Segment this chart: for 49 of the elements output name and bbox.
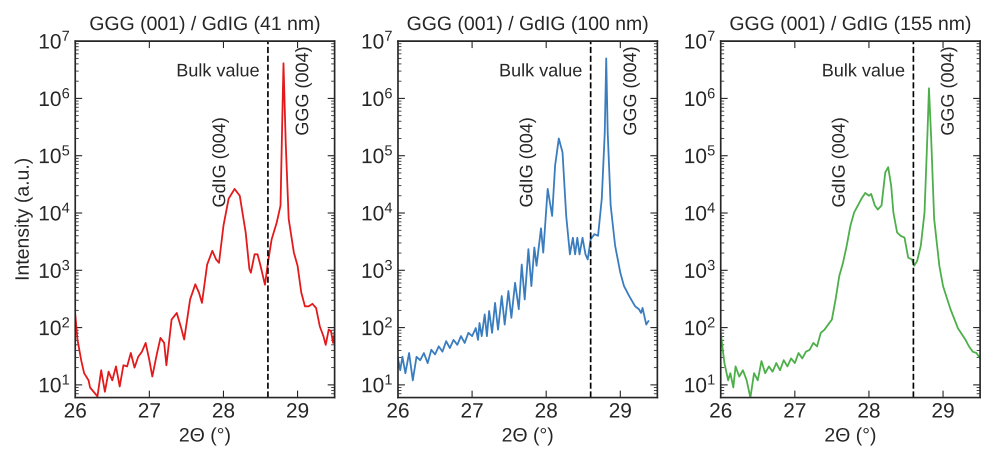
ref-line-label: Bulk value (178, 63, 259, 77)
x-tick-label: 29 (610, 403, 631, 418)
x-tick-label: 26 (64, 403, 86, 418)
x-tick-label: 29 (932, 403, 954, 418)
chart-title: GGG (001) / GdIG (41 nm) (90, 16, 320, 34)
x-tick-label: 27 (462, 403, 483, 418)
x-tick-label: 26 (710, 403, 732, 418)
y-tick-label: 10$^{5}$ (40, 145, 70, 164)
y-tick-label: 10$^{3}$ (40, 260, 70, 278)
y-axis-title: Intensity (a.u.) (14, 158, 33, 280)
y-tick-label: 10$^{4}$ (40, 202, 70, 221)
y-tick-label: 10$^{4}$ (362, 202, 392, 221)
x-tick-label: 29 (287, 403, 308, 418)
ref-line-label: Bulk value (500, 63, 582, 77)
y-tick-label: 10$^{4}$ (685, 202, 715, 221)
ref-line-label: Bulk value (823, 63, 904, 77)
x-tick-label: 28 (536, 403, 557, 418)
annotation: GGG (004) (940, 48, 958, 135)
y-tick-label: 10$^{2}$ (685, 317, 715, 336)
y-tick-label: 10$^{7}$ (40, 30, 70, 49)
y-tick-label: 10$^{7}$ (362, 30, 392, 49)
x-tick-label: 28 (212, 403, 234, 418)
annotation: GdIG (004) (832, 118, 848, 207)
chart-title: GGG (001) / GdIG (155 nm) (730, 16, 970, 34)
x-axis-title: 2Θ (°) (502, 427, 552, 446)
chart-title: GGG (001) / GdIG (100 nm) (408, 16, 648, 34)
y-tick-label: 10$^{3}$ (362, 260, 392, 278)
x-axis-title: 2Θ (°) (825, 427, 876, 446)
y-tick-label: 10$^{5}$ (362, 145, 392, 164)
y-tick-label: 10$^{7}$ (685, 30, 715, 49)
y-tick-label: 10$^{6}$ (685, 88, 715, 106)
y-tick-label: 10$^{6}$ (362, 88, 392, 106)
annotation: GGG (004) (623, 48, 640, 135)
y-tick-label: 10$^{1}$ (362, 374, 392, 392)
annotation: GdIG (004) (519, 118, 536, 207)
y-tick-label: 10$^{1}$ (685, 374, 715, 392)
x-tick-label: 27 (138, 403, 160, 418)
y-tick-label: 10$^{5}$ (685, 145, 715, 164)
y-tick-label: 10$^{6}$ (40, 88, 70, 106)
x-axis-title: 2Θ (°) (180, 427, 230, 446)
y-tick-label: 10$^{3}$ (685, 260, 715, 278)
annotation: GdIG (004) (212, 118, 229, 207)
x-tick-label: 27 (784, 403, 806, 418)
y-tick-label: 10$^{1}$ (40, 374, 70, 392)
annotation: GGG (004) (295, 48, 312, 135)
x-tick-label: 26 (387, 403, 409, 418)
x-tick-label: 28 (858, 403, 880, 418)
y-tick-label: 10$^{2}$ (362, 317, 392, 336)
y-tick-label: 10$^{2}$ (40, 317, 70, 336)
